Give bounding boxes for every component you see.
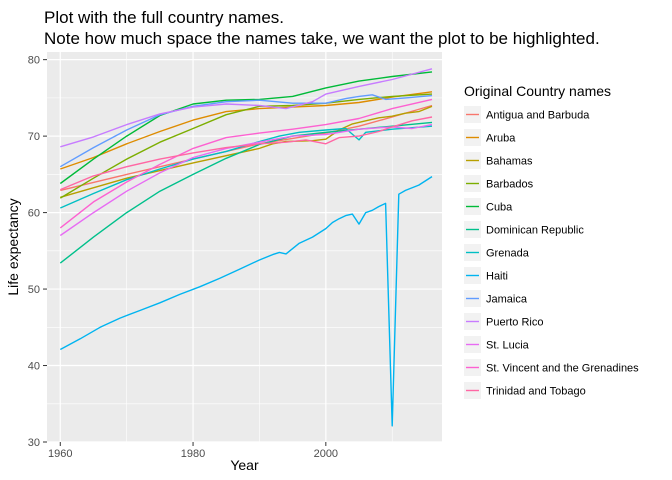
series-line-st-vincent-and-the-grenadines bbox=[59, 98, 433, 229]
legend-label-barbados: Barbados bbox=[486, 179, 534, 191]
legend-label-antigua-and-barbuda: Antigua and Barbuda bbox=[486, 110, 590, 122]
legend-label-st-lucia: St. Lucia bbox=[486, 340, 530, 352]
y-tick-label: 40 bbox=[28, 361, 40, 373]
x-tick-label: 1980 bbox=[181, 448, 205, 460]
legend-label-grenada: Grenada bbox=[486, 248, 530, 260]
axis-ticks: 1960 1980 2000 30 40 50 60 70 80 bbox=[28, 55, 338, 460]
legend-label-haiti: Haiti bbox=[486, 271, 508, 283]
y-tick-label: 30 bbox=[28, 437, 40, 449]
legend-label-puerto-rico: Puerto Rico bbox=[486, 317, 543, 329]
y-tick-label: 60 bbox=[28, 208, 40, 220]
series-line-barbados bbox=[59, 93, 433, 199]
series-line-cuba bbox=[59, 71, 433, 185]
y-axis-title: Life expectancy bbox=[5, 198, 21, 295]
legend-label-bahamas: Bahamas bbox=[486, 156, 533, 168]
series-line-puerto-rico bbox=[60, 68, 433, 148]
legend-label-cuba: Cuba bbox=[486, 202, 513, 214]
series-line-jamaica bbox=[59, 94, 433, 168]
chart-title-line-2: Note how much space the names take, we w… bbox=[44, 29, 600, 48]
x-tick-label: 1960 bbox=[48, 448, 72, 460]
y-tick-label: 80 bbox=[28, 55, 40, 67]
legend: Antigua and Barbuda Aruba Bahamas Barbados C… bbox=[464, 106, 639, 399]
series-lines bbox=[59, 68, 433, 427]
legend-label-jamaica: Jamaica bbox=[486, 294, 528, 306]
legend-title: Original Country names bbox=[464, 83, 611, 99]
series-line-haiti bbox=[59, 176, 433, 427]
legend-label-st-vincent-and-the-grenadines: St. Vincent and the Grenadines bbox=[486, 363, 639, 375]
y-tick-label: 50 bbox=[28, 284, 40, 296]
plot-panel bbox=[47, 52, 442, 442]
y-tick-label: 70 bbox=[28, 131, 40, 143]
series-line-trinidad-and-tobago bbox=[60, 116, 433, 191]
legend-label-dominican-republic: Dominican Republic bbox=[486, 225, 584, 237]
x-tick-label: 2000 bbox=[314, 448, 338, 460]
chart-title-line-1: Plot with the full country names. bbox=[44, 8, 284, 27]
x-axis-title: Year bbox=[230, 457, 259, 473]
series-line-antigua-and-barbuda bbox=[60, 104, 433, 192]
series-line-bahamas bbox=[60, 105, 433, 198]
legend-label-trinidad-and-tobago: Trinidad and Tobago bbox=[486, 386, 586, 398]
legend-label-aruba: Aruba bbox=[486, 133, 516, 145]
